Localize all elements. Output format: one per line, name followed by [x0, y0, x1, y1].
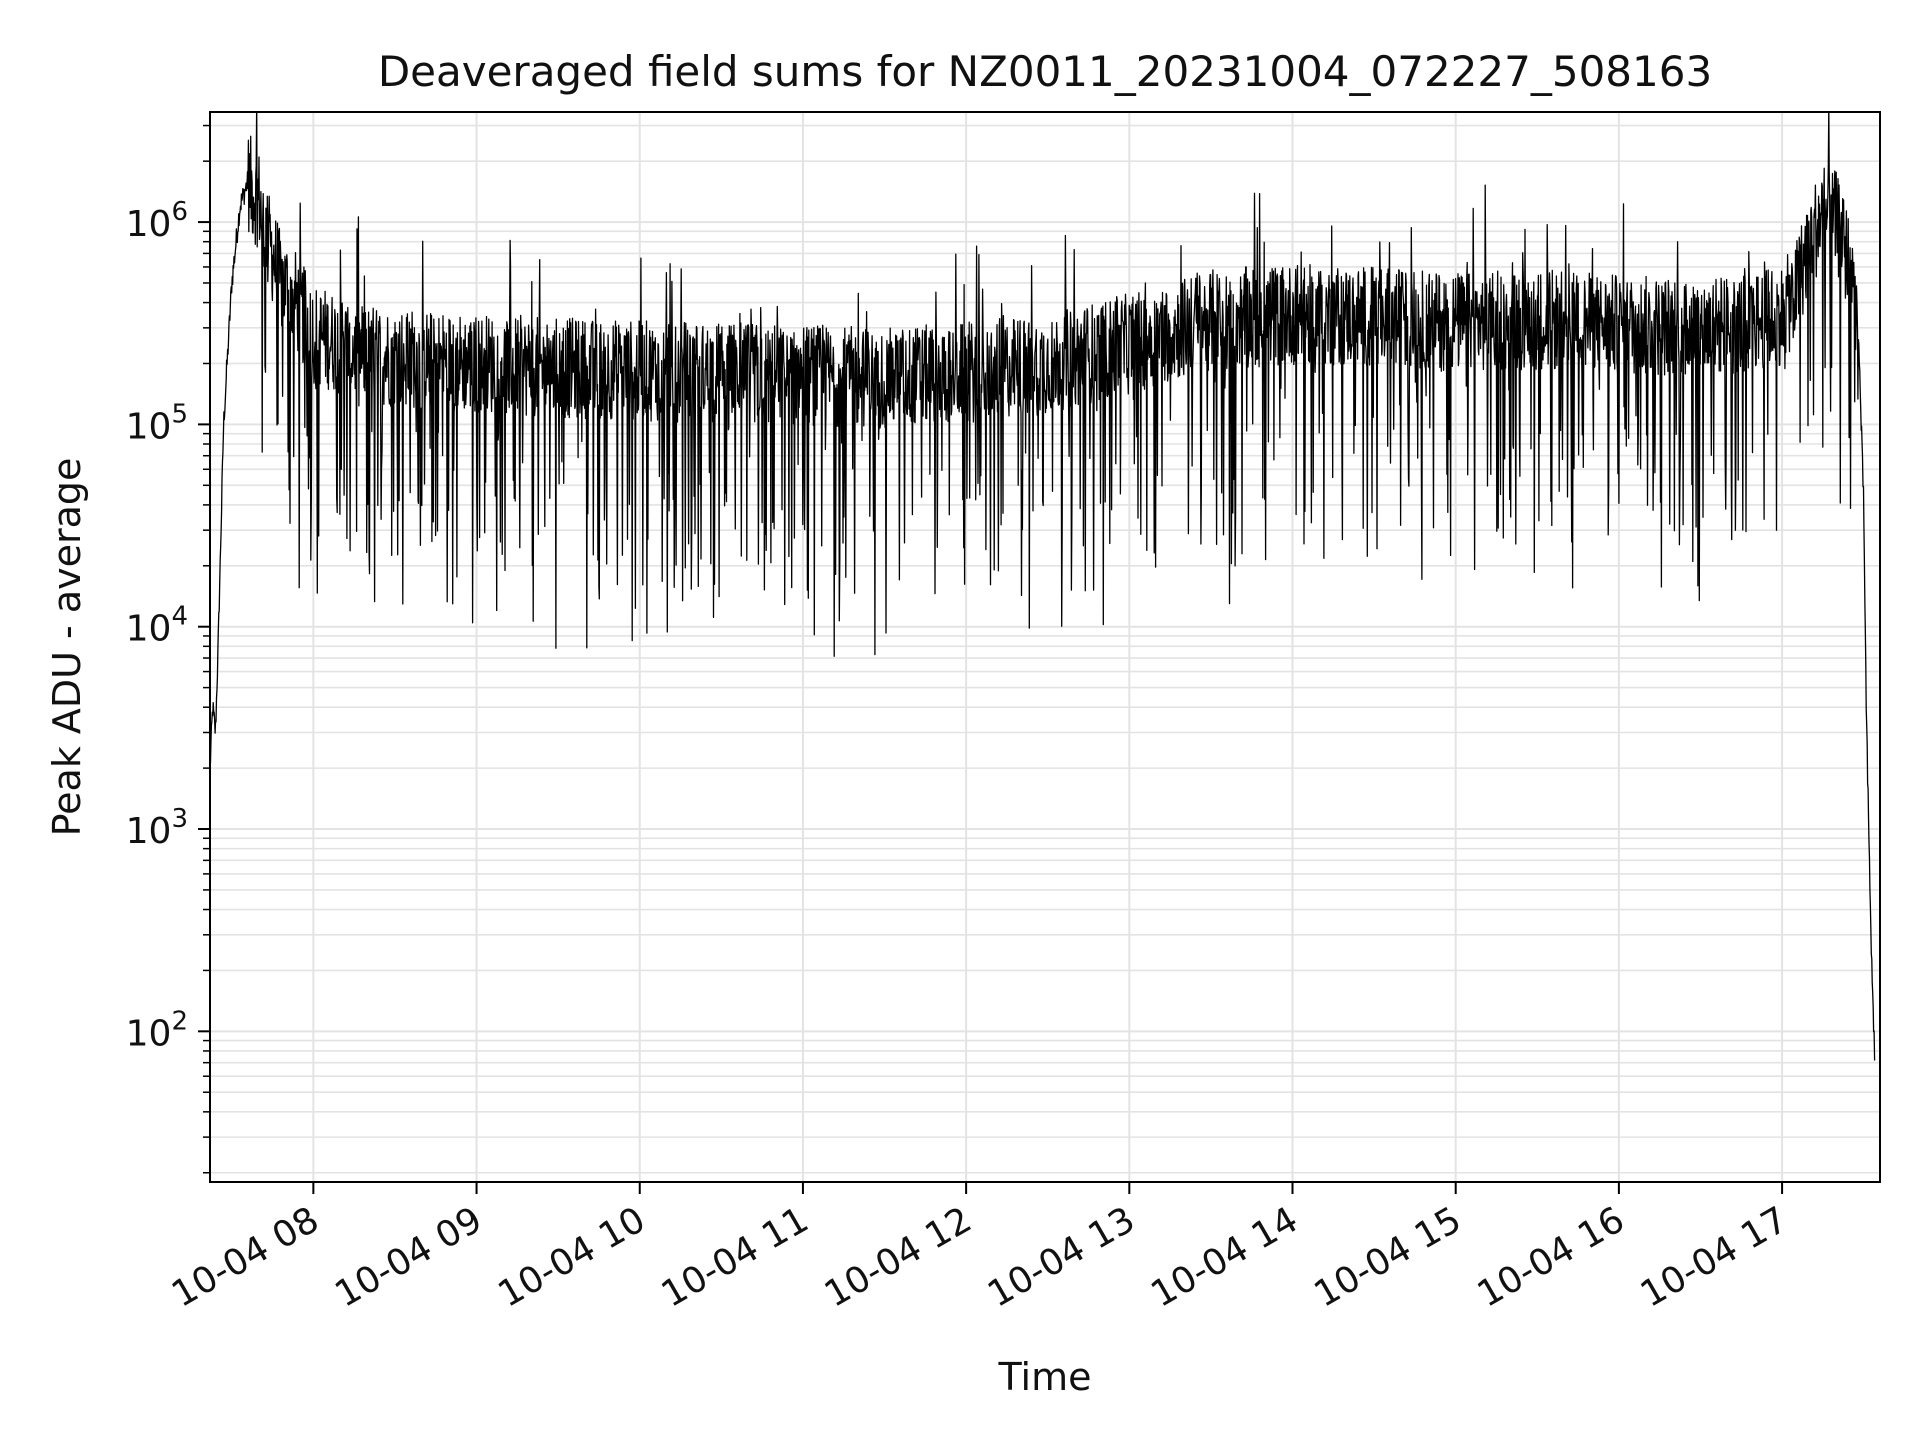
grid — [210, 112, 1880, 1182]
series-layer — [210, 112, 1876, 1061]
y-tick-label: 105 — [126, 399, 188, 447]
series-line — [210, 112, 1876, 1061]
chart-title: Deaveraged field sums for NZ0011_2023100… — [378, 47, 1712, 96]
y-axis-label: Peak ADU - average — [45, 458, 89, 837]
x-axis-label: Time — [998, 1355, 1092, 1399]
